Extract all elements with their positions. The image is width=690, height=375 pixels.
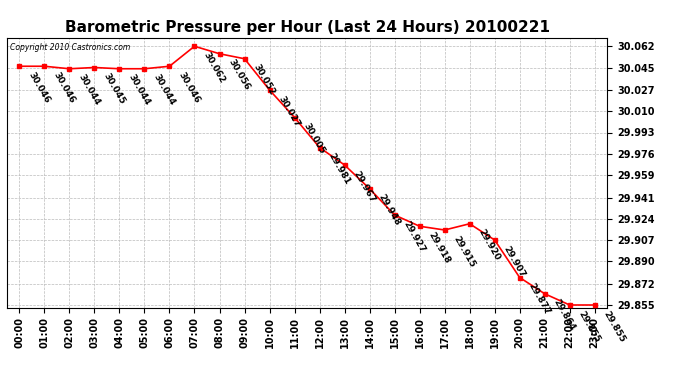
Text: 29.915: 29.915 [451, 234, 477, 269]
Text: 29.927: 29.927 [402, 219, 427, 254]
Text: 30.062: 30.062 [201, 50, 226, 85]
Text: 29.981: 29.981 [326, 152, 352, 186]
Text: 30.046: 30.046 [177, 70, 201, 105]
Text: 29.877: 29.877 [526, 282, 552, 316]
Text: 30.005: 30.005 [302, 122, 326, 156]
Text: 30.046: 30.046 [51, 70, 77, 105]
Text: 29.855: 29.855 [602, 309, 627, 344]
Text: 30.027: 30.027 [277, 94, 302, 129]
Text: 29.920: 29.920 [477, 228, 502, 262]
Title: Barometric Pressure per Hour (Last 24 Hours) 20100221: Barometric Pressure per Hour (Last 24 Ho… [65, 20, 549, 35]
Text: 29.855: 29.855 [577, 309, 602, 344]
Text: 30.052: 30.052 [251, 63, 277, 97]
Text: 29.864: 29.864 [551, 298, 577, 333]
Text: 30.056: 30.056 [226, 58, 251, 92]
Text: 30.044: 30.044 [151, 73, 177, 107]
Text: 29.967: 29.967 [351, 169, 377, 204]
Text: 30.045: 30.045 [101, 72, 126, 106]
Text: 29.907: 29.907 [502, 244, 527, 279]
Text: 30.046: 30.046 [26, 70, 51, 105]
Text: Copyright 2010 Castronics.com: Copyright 2010 Castronics.com [10, 43, 130, 52]
Text: 30.044: 30.044 [126, 73, 152, 107]
Text: 29.948: 29.948 [377, 193, 402, 228]
Text: 29.918: 29.918 [426, 230, 452, 265]
Text: 30.044: 30.044 [77, 73, 101, 107]
